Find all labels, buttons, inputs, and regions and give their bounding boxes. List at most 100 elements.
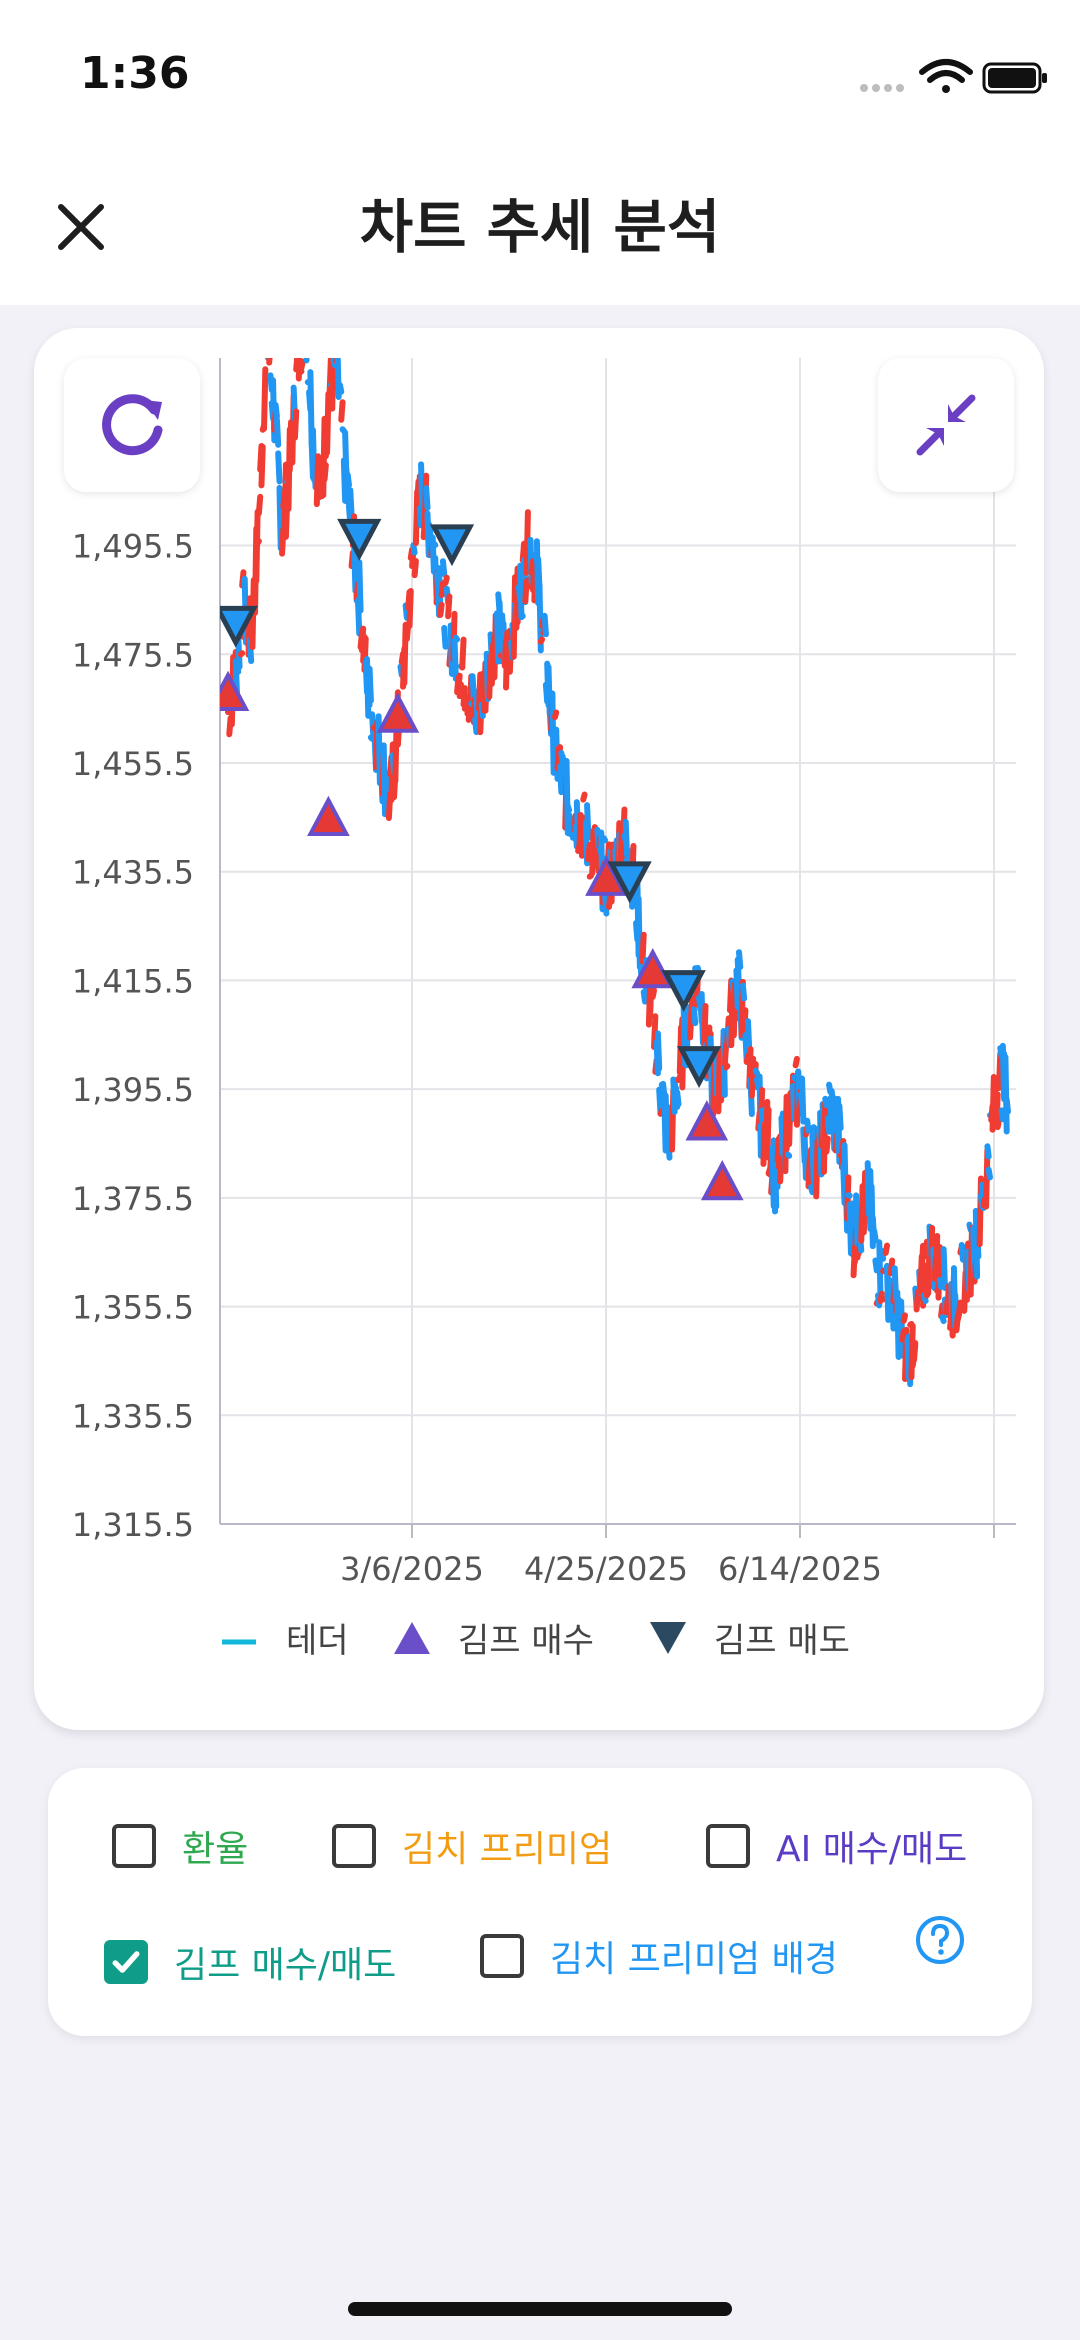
kimchi-bg-toggle[interactable]: 김치 프리미엄 배경: [480, 1930, 838, 1982]
series-segment: [640, 989, 649, 1005]
x-tick-label: 6/14/2025: [718, 1550, 882, 1588]
series-segment: [437, 601, 445, 618]
series-segment: [792, 1055, 800, 1069]
close-icon[interactable]: [46, 192, 116, 262]
y-tick-label: 1,395.5: [72, 1071, 194, 1109]
kimp-trade-toggle[interactable]: 김프 매수/매도: [104, 1936, 396, 1988]
series-segment: [808, 1184, 816, 1196]
exchange-rate-checkbox[interactable]: [112, 1824, 156, 1868]
series-segment: [321, 462, 329, 483]
series-segment: [338, 399, 346, 423]
sell-marker: [220, 605, 258, 648]
legend-triangle-down-symbol: [650, 1622, 686, 1654]
series-segment: [822, 1095, 830, 1109]
series-segment: [584, 802, 592, 841]
chart: 1,495.5 1,475.5 1,455.5 1,435.5 1,415.5 1,395…: [72, 328, 1016, 1661]
buy-marker: [220, 670, 250, 712]
series-segment: [294, 358, 301, 360]
header: 차트 추세 분석: [0, 150, 1080, 305]
y-tick-label: 1,475.5: [72, 636, 194, 674]
series-segment: [237, 650, 246, 658]
series-segment: [639, 931, 647, 965]
series-segment: [549, 690, 557, 776]
series-segment: [298, 358, 306, 372]
y-tick-label: 1,455.5: [72, 745, 194, 783]
series-segment: [452, 634, 461, 643]
series-segment: [878, 1247, 887, 1262]
legend-label: 김프 매수: [458, 1621, 594, 1661]
ai-trade-toggle[interactable]: AI 매수/매도: [706, 1820, 967, 1872]
collapse-button[interactable]: [878, 358, 1014, 492]
series-segment: [994, 1115, 1002, 1131]
chart-card: 1,495.5 1,475.5 1,455.5 1,435.5 1,415.5 1,395…: [34, 328, 1044, 1730]
series-segment: [441, 624, 449, 650]
buy-marker: [631, 947, 675, 989]
kimchi-premium-toggle[interactable]: 김치 프리미엄: [332, 1820, 612, 1872]
series-segment: [261, 366, 269, 432]
refresh-button[interactable]: [64, 358, 200, 492]
kimchi-bg-checkbox[interactable]: [480, 1934, 524, 1978]
series-segment: [564, 803, 573, 814]
legend-label: 김프 매도: [714, 1621, 850, 1661]
series-segment: [303, 358, 310, 364]
series-segment: [418, 461, 426, 514]
series-segment: [266, 358, 273, 362]
kimchi-premium-checkbox[interactable]: [332, 1824, 376, 1868]
series-segment: [518, 611, 526, 620]
kimchi-bg-label: 김치 프리미엄 배경: [550, 1939, 838, 1980]
status-bar: 1:36: [0, 0, 1080, 150]
series-segment: [752, 1067, 761, 1077]
series-segment: [898, 1298, 906, 1359]
series-segment: [723, 1063, 731, 1071]
series-segment: [411, 558, 419, 579]
exchange-rate-label: 환율: [182, 1829, 249, 1870]
controls-card: 환율 김치 프리미엄 AI 매수/매도 김프 매수/매도 김치 프리미엄 배경: [48, 1768, 1032, 2036]
wifi-icon: [919, 59, 973, 93]
series-segment: [938, 1302, 946, 1319]
series-segment: [983, 1146, 991, 1210]
series-segment: [823, 1135, 831, 1155]
series-segment: [741, 1007, 749, 1035]
series-segment: [804, 1117, 812, 1134]
y-tick-label: 1,335.5: [72, 1397, 194, 1435]
legend-triangle-up-symbol: [394, 1622, 430, 1654]
series-segment: [801, 1133, 809, 1181]
y-tick-label: 1,435.5: [72, 854, 194, 892]
series-segment: [356, 559, 364, 614]
legend-label: 테더: [286, 1621, 349, 1661]
buy-marker: [307, 795, 350, 837]
series-segment: [254, 538, 262, 547]
series-segment: [273, 416, 282, 448]
sell-marker: [429, 524, 475, 567]
sell-marker: [676, 1046, 722, 1089]
series-segment: [900, 1312, 909, 1324]
series-segment: [580, 791, 588, 803]
series-segment: [922, 1238, 930, 1260]
series-segment: [430, 540, 439, 549]
series-segment: [442, 574, 450, 586]
kimchi-premium-label: 김치 프리미엄: [402, 1829, 613, 1870]
series-segment: [307, 343, 308, 350]
refresh-icon: [102, 394, 163, 456]
series-segment: [735, 949, 744, 970]
sell-marker: [661, 970, 706, 1012]
exchange-rate-toggle[interactable]: 환율: [112, 1820, 248, 1872]
series-segment: [541, 612, 549, 638]
sell-marker: [337, 518, 382, 561]
series-segment: [459, 636, 467, 671]
sell-marker: [607, 861, 652, 904]
series-segment: [291, 408, 300, 441]
series-segment: [253, 508, 261, 584]
series-segment: [914, 1295, 923, 1303]
series-segment: [275, 450, 283, 485]
series-segment: [258, 443, 266, 489]
series-segment: [872, 1257, 880, 1274]
ai-trade-checkbox[interactable]: [706, 1824, 750, 1868]
page-title: 차트 추세 분석: [359, 193, 721, 261]
kimp-trade-label: 김프 매수/매도: [174, 1945, 397, 1986]
help-icon[interactable]: [914, 1914, 966, 1966]
buy-marker: [700, 1159, 744, 1201]
series-segment: [265, 328, 266, 349]
series-segment: [365, 700, 373, 708]
kimp-trade-checkbox[interactable]: [104, 1940, 148, 1984]
